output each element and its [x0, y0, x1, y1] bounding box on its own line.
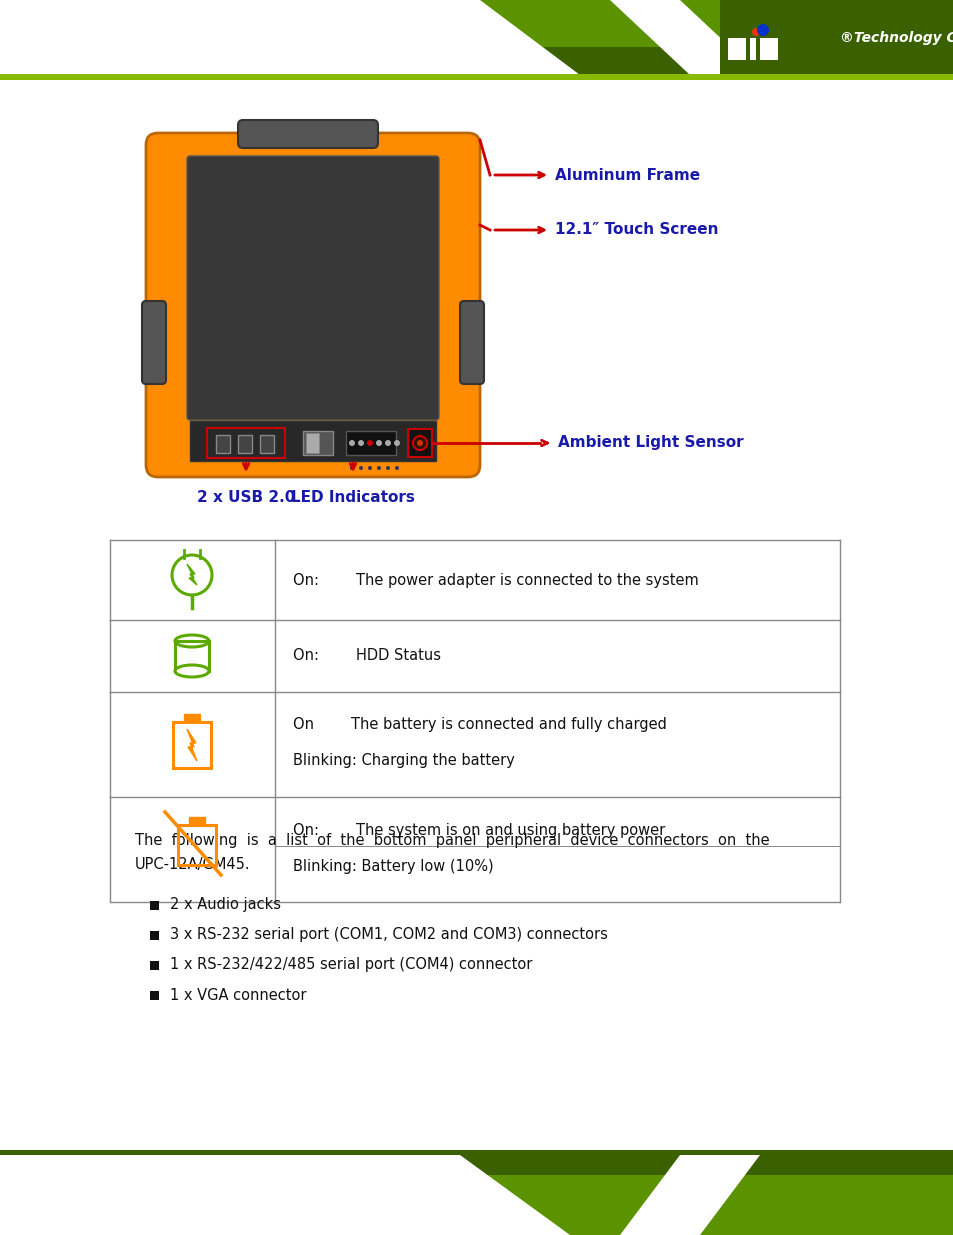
- Ellipse shape: [174, 664, 209, 677]
- Bar: [0, 74, 953, 80]
- Bar: [178, 825, 215, 864]
- Text: Ambient Light Sensor: Ambient Light Sensor: [558, 436, 742, 451]
- Circle shape: [358, 466, 363, 471]
- Bar: [189, 818, 205, 825]
- Polygon shape: [187, 564, 196, 585]
- Bar: [174, 641, 209, 671]
- FancyBboxPatch shape: [459, 301, 483, 384]
- Circle shape: [757, 23, 768, 36]
- Bar: [184, 714, 200, 722]
- Polygon shape: [609, 0, 760, 75]
- Text: 12.1″ Touch Screen: 12.1″ Touch Screen: [555, 222, 718, 237]
- Bar: [346, 431, 395, 454]
- Text: UPC-12A/GM45.: UPC-12A/GM45.: [135, 857, 251, 872]
- Polygon shape: [720, 0, 953, 75]
- Circle shape: [394, 440, 399, 446]
- Bar: [306, 433, 318, 453]
- Bar: [237, 435, 252, 453]
- Circle shape: [416, 440, 422, 446]
- Text: LED Indicators: LED Indicators: [291, 490, 415, 505]
- Polygon shape: [187, 729, 196, 761]
- Text: The  following  is  a  list  of  the  bottom  panel  peripheral  device  connect: The following is a list of the bottom pa…: [135, 832, 769, 847]
- Text: On        The battery is connected and fully charged: On The battery is connected and fully ch…: [293, 718, 666, 732]
- Bar: [0, 1150, 953, 1235]
- Polygon shape: [0, 0, 579, 75]
- Polygon shape: [619, 1155, 760, 1235]
- Bar: [150, 990, 159, 1000]
- Polygon shape: [0, 1155, 569, 1235]
- Text: Blinking: Charging the battery: Blinking: Charging the battery: [293, 753, 515, 768]
- Text: Blinking: Battery low (10%): Blinking: Battery low (10%): [293, 858, 493, 873]
- Text: On:        HDD Status: On: HDD Status: [293, 648, 440, 663]
- FancyBboxPatch shape: [237, 120, 377, 148]
- Circle shape: [386, 466, 390, 471]
- Bar: [749, 38, 755, 61]
- Bar: [150, 902, 159, 910]
- Bar: [215, 435, 230, 453]
- Bar: [303, 431, 333, 454]
- Text: On:        The system is on and using battery power: On: The system is on and using battery p…: [293, 823, 664, 837]
- Bar: [260, 435, 274, 453]
- Bar: [150, 931, 159, 940]
- Circle shape: [375, 440, 381, 446]
- FancyBboxPatch shape: [187, 156, 438, 420]
- Circle shape: [395, 466, 398, 471]
- Circle shape: [367, 440, 373, 446]
- Circle shape: [751, 28, 760, 36]
- Polygon shape: [0, 0, 953, 75]
- Circle shape: [376, 466, 380, 471]
- FancyBboxPatch shape: [146, 133, 479, 477]
- Text: On:        The power adapter is connected to the system: On: The power adapter is connected to th…: [293, 573, 698, 588]
- Text: 1 x RS-232/422/485 serial port (COM4) connector: 1 x RS-232/422/485 serial port (COM4) co…: [170, 957, 532, 972]
- Bar: [150, 961, 159, 969]
- Circle shape: [357, 440, 364, 446]
- Circle shape: [350, 466, 354, 471]
- Text: Aluminum Frame: Aluminum Frame: [555, 168, 700, 183]
- Circle shape: [349, 440, 355, 446]
- Circle shape: [385, 440, 391, 446]
- Circle shape: [413, 436, 427, 450]
- Text: 3 x RS-232 serial port (COM1, COM2 and COM3) connectors: 3 x RS-232 serial port (COM1, COM2 and C…: [170, 927, 607, 942]
- Bar: [0, 1174, 953, 1235]
- Polygon shape: [0, 0, 953, 47]
- Text: 2 x Audio jacks: 2 x Audio jacks: [170, 898, 281, 913]
- Text: 2 x USB 2.0: 2 x USB 2.0: [196, 490, 294, 505]
- Text: ®Technology Corp.: ®Technology Corp.: [840, 31, 953, 44]
- Bar: [727, 38, 745, 61]
- Text: 1 x VGA connector: 1 x VGA connector: [170, 988, 306, 1003]
- Circle shape: [368, 466, 372, 471]
- Bar: [408, 429, 432, 457]
- Bar: [172, 722, 211, 768]
- Bar: [760, 38, 778, 61]
- Bar: [190, 421, 436, 461]
- FancyBboxPatch shape: [142, 301, 166, 384]
